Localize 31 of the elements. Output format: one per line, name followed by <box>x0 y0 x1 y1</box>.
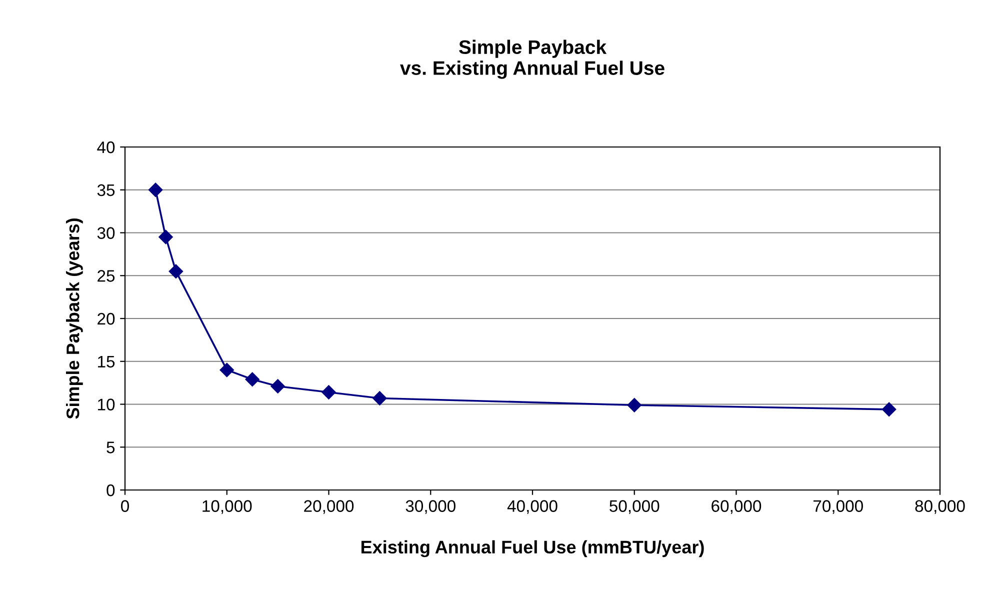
y-tick-label: 5 <box>106 442 115 454</box>
x-tick-label: 20,000 <box>304 500 354 514</box>
point <box>158 230 173 244</box>
x-tick-label: 60,000 <box>712 500 762 514</box>
y-tick-label: 30 <box>97 227 115 239</box>
y-tick-label: 0 <box>106 484 115 496</box>
x-tick-label: 40,000 <box>507 500 558 514</box>
x-tick-label: 30,000 <box>406 500 456 514</box>
y-tick-label: 25 <box>98 270 115 282</box>
point <box>220 362 234 378</box>
x-tick-label: 10,000 <box>202 500 252 514</box>
point <box>168 264 184 278</box>
point <box>322 385 336 400</box>
x-tick-label: 70,000 <box>813 500 863 514</box>
point <box>627 398 642 412</box>
y-tick-label: 10 <box>98 398 115 410</box>
y-tick-label: 40 <box>97 141 115 154</box>
point <box>148 182 163 197</box>
y-tick-label: 15 <box>98 356 115 368</box>
x-tick-label: 0 <box>121 500 129 512</box>
point <box>245 372 260 386</box>
point <box>882 402 896 416</box>
chart-title: Simple Payback vs. Existing Annual Fuel Use <box>400 40 664 79</box>
x-axis-title: Existing Annual Fuel Use (mmBTU/year) <box>361 540 704 558</box>
point <box>270 379 285 394</box>
y-tick-label: 35 <box>97 184 115 196</box>
y-axis-title: Simple Payback (years) <box>66 218 83 419</box>
y-tick-label: 20 <box>98 312 115 325</box>
point <box>372 391 387 406</box>
x-tick-label: 50,000 <box>610 500 660 514</box>
x-tick-label: 80,000 <box>915 500 965 514</box>
